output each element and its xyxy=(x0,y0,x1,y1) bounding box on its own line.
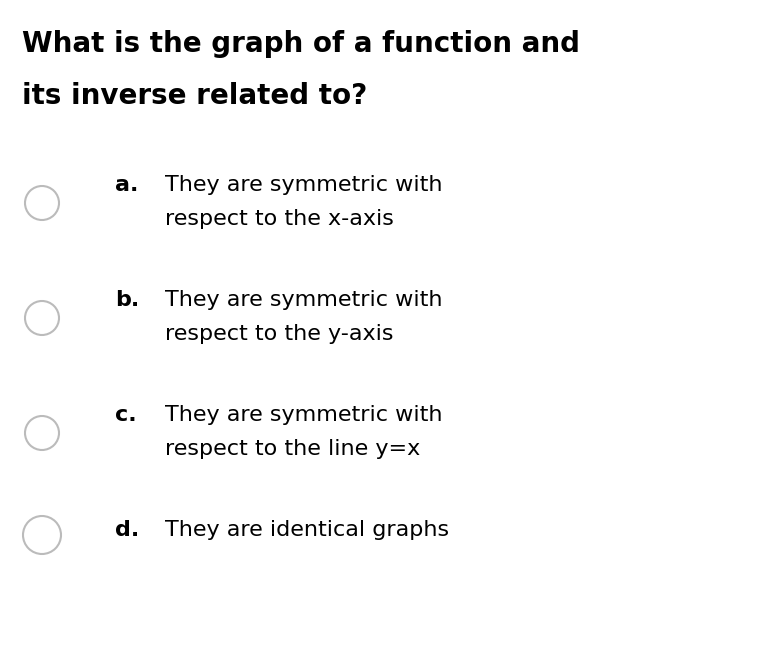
Text: They are symmetric with: They are symmetric with xyxy=(165,405,443,425)
Text: respect to the line y=x: respect to the line y=x xyxy=(165,439,420,459)
Text: its inverse related to?: its inverse related to? xyxy=(22,82,367,110)
Text: a.: a. xyxy=(115,175,139,195)
Text: What is the graph of a function and: What is the graph of a function and xyxy=(22,30,580,58)
Text: d.: d. xyxy=(115,520,139,540)
Text: respect to the x-axis: respect to the x-axis xyxy=(165,209,394,229)
Text: respect to the y-axis: respect to the y-axis xyxy=(165,324,393,344)
Text: c.: c. xyxy=(115,405,136,425)
Text: They are symmetric with: They are symmetric with xyxy=(165,290,443,310)
Text: They are identical graphs: They are identical graphs xyxy=(165,520,449,540)
Text: b.: b. xyxy=(115,290,139,310)
Text: They are symmetric with: They are symmetric with xyxy=(165,175,443,195)
